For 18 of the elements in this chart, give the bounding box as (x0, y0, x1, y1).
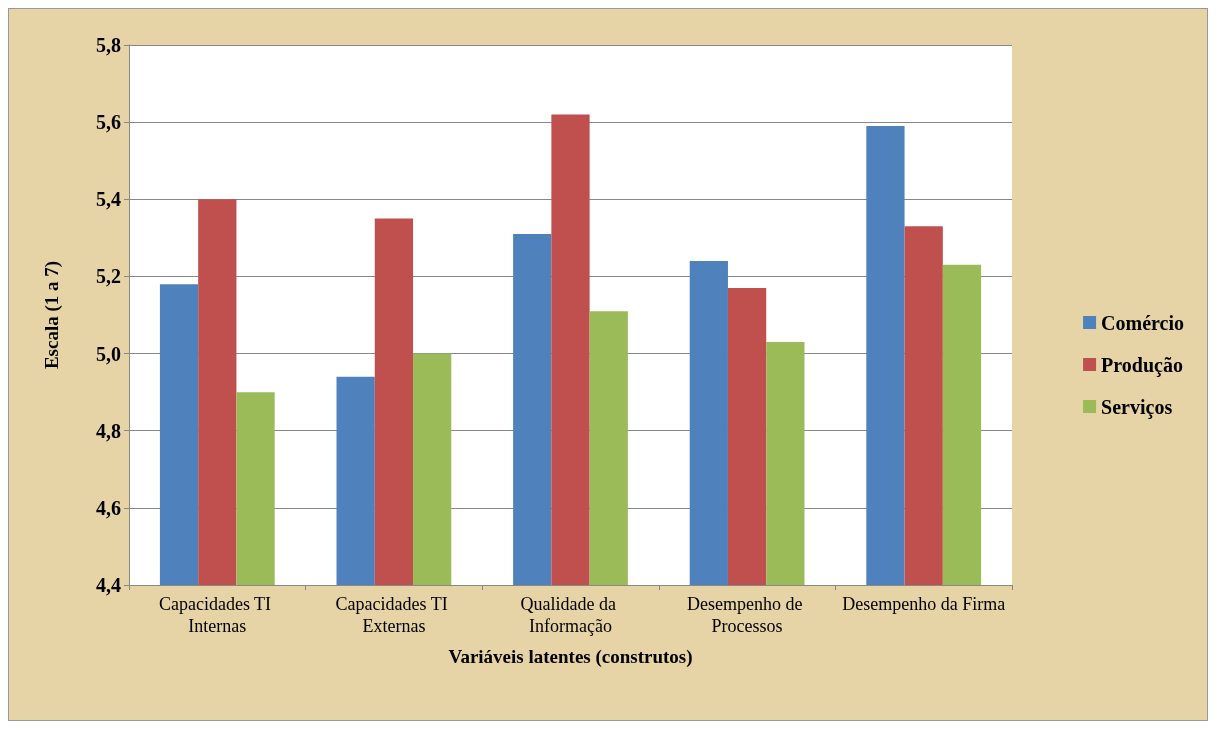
y-tick-label: 5,6 (96, 111, 121, 134)
x-tick-label: Capacidades TI Externas (335, 594, 453, 636)
legend-label: Comércio (1101, 311, 1185, 334)
y-tick-label: 5,0 (96, 342, 121, 365)
legend-label: Produção (1101, 353, 1183, 377)
legend-label: Serviços (1101, 395, 1173, 419)
x-tick-label: Capacidades TI Internas (158, 594, 276, 636)
x-tick-label: Desempenho da Firma (842, 594, 1006, 614)
y-tick-label: 5,4 (96, 188, 121, 211)
y-tick-label: 4,8 (96, 419, 121, 442)
y-tick-label: 4,6 (96, 496, 121, 519)
x-tick-label: Qualidade da Informação (520, 594, 621, 636)
y-tick-label: 5,8 (96, 34, 121, 56)
y-tick-label: 5,2 (96, 265, 121, 288)
x-tick-label: Desempenho de Processos (687, 594, 808, 636)
y-axis-title: Escala (1 a 7) (41, 260, 63, 370)
y-tick-label: 4,4 (96, 574, 121, 596)
x-axis-title: Variáveis latentes (construtos) (448, 646, 693, 668)
